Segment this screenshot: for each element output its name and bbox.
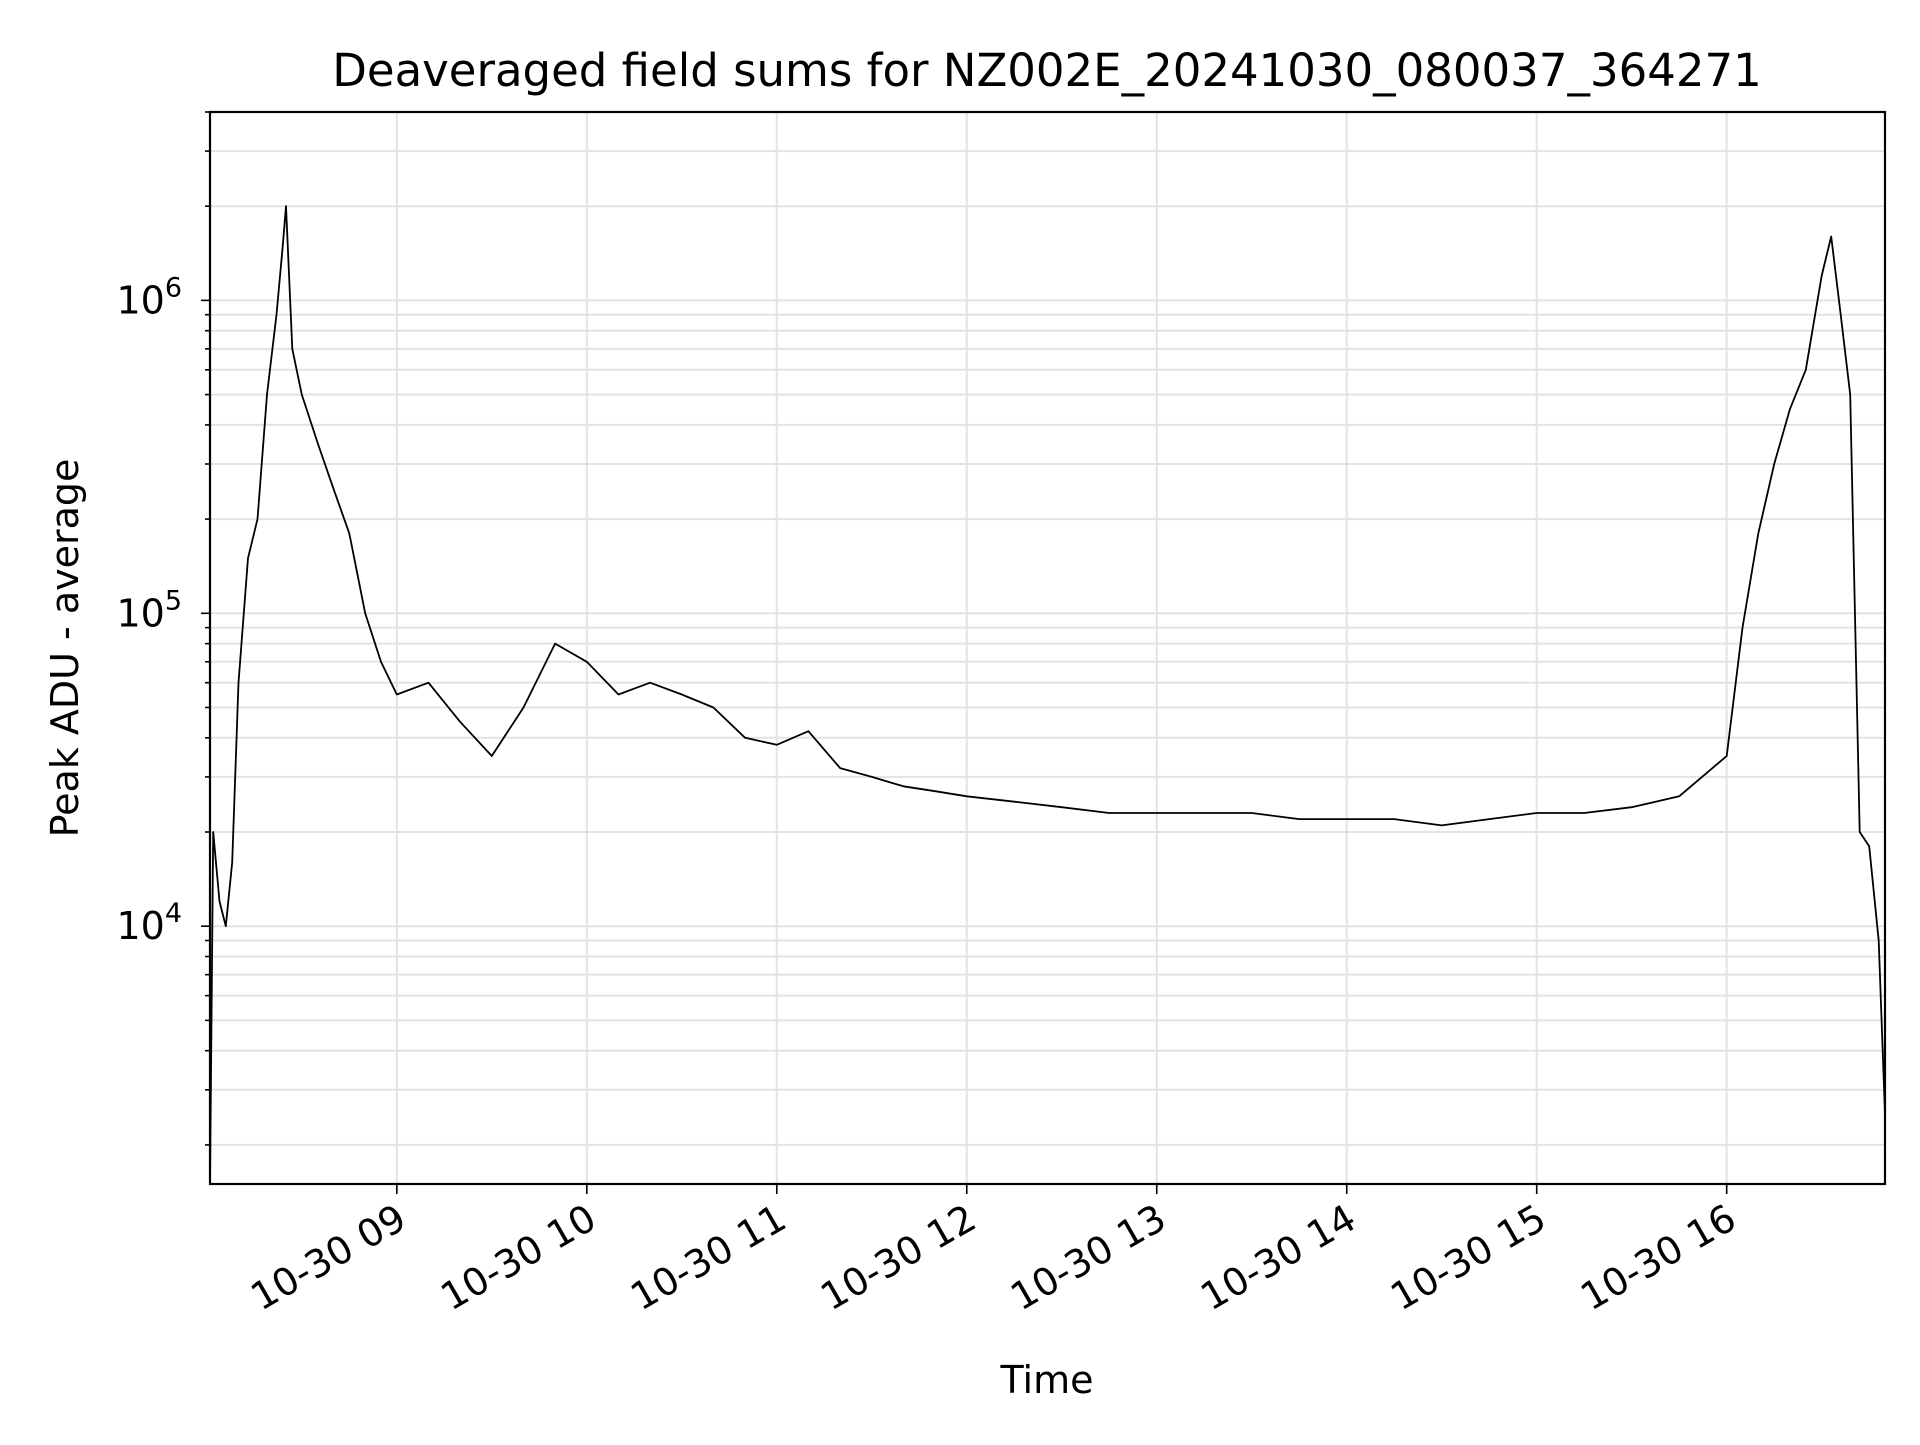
series-layer bbox=[209, 205, 1886, 1185]
x-axis-label: Time bbox=[1000, 1358, 1094, 1402]
grid bbox=[210, 111, 1885, 1184]
y-axis-label: Peak ADU - average bbox=[43, 459, 87, 838]
chart-title: Deaveraged field sums for NZ002E_2024103… bbox=[332, 44, 1761, 97]
plot-frame bbox=[208, 110, 1887, 1186]
y-tick-label: 105 bbox=[116, 585, 182, 635]
y-axis: 104 105 106 bbox=[116, 111, 210, 1146]
series-line bbox=[209, 205, 1886, 1185]
y-tick-label: 104 bbox=[116, 898, 182, 948]
y-tick-label: 106 bbox=[116, 272, 182, 322]
